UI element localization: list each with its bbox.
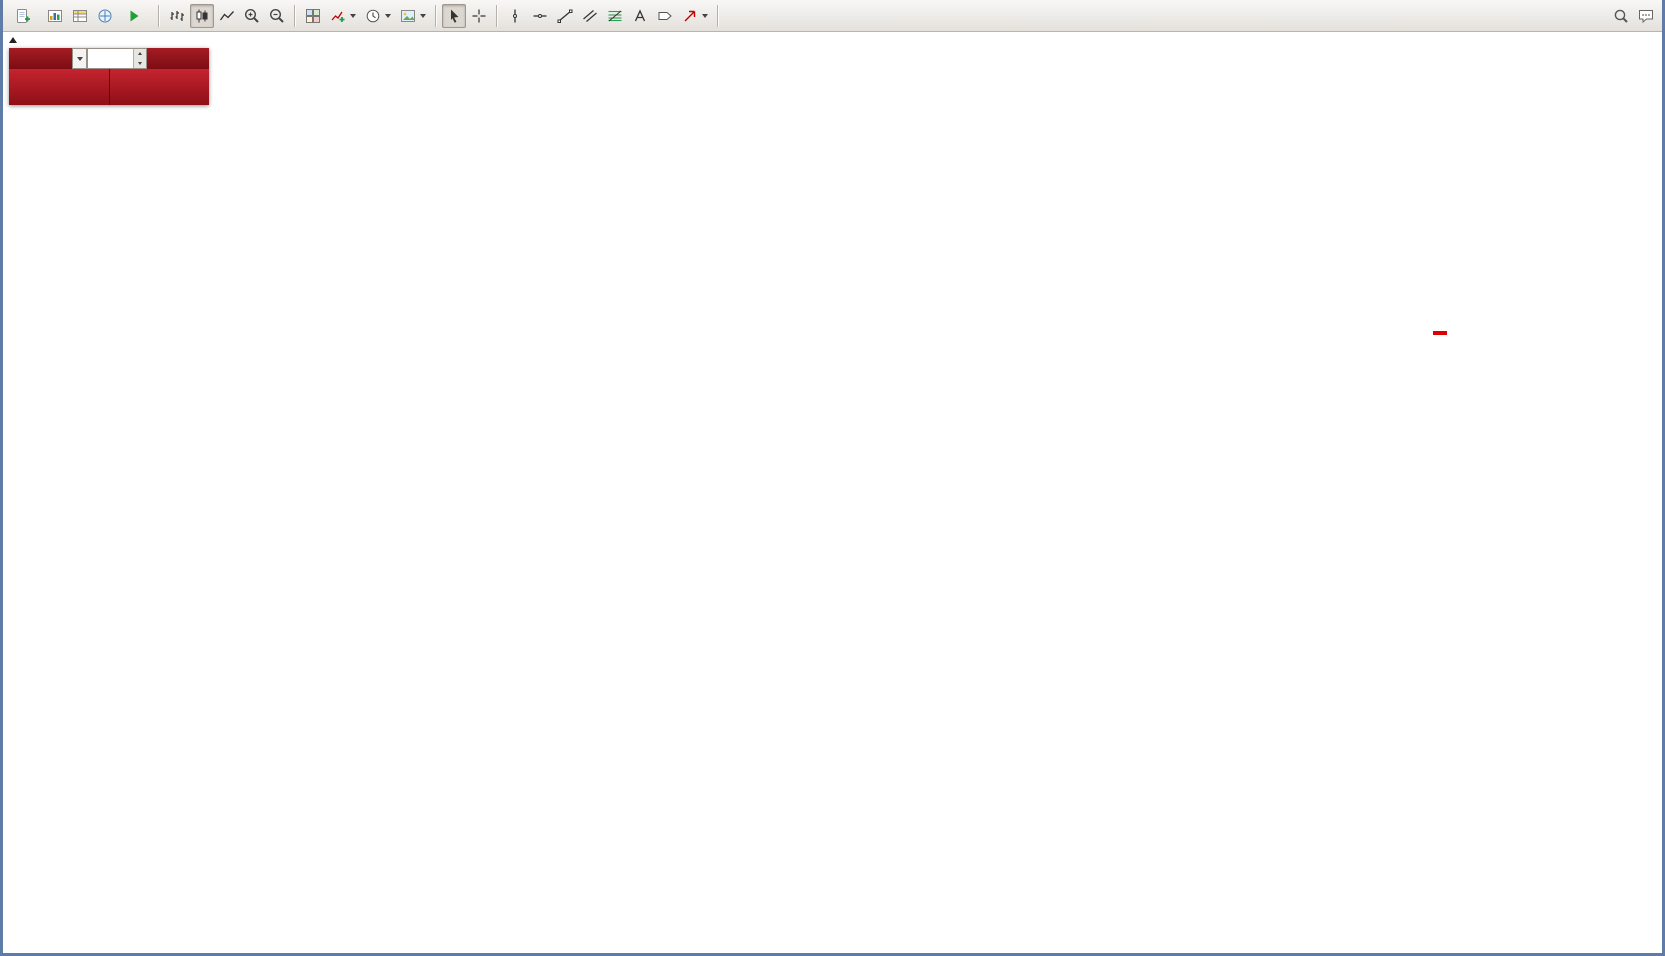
horizontal-line-tool-button[interactable]: [528, 4, 552, 28]
volume-preset-dropdown[interactable]: [71, 48, 87, 69]
timeframe-m5-button[interactable]: [751, 5, 777, 27]
cursor-tool-button[interactable]: [442, 3, 466, 28]
crosshair-tool-button[interactable]: [467, 4, 491, 28]
templates-image-icon: [401, 9, 415, 22]
chevron-down-icon: [420, 13, 426, 18]
navigator-icon: [98, 9, 112, 22]
toolbar: [3, 0, 1662, 32]
trade-panel-controls: [9, 48, 209, 69]
bar-chart-button[interactable]: [165, 4, 189, 28]
volume-box: [86, 48, 147, 69]
zoom-out-icon: [269, 8, 284, 23]
one-click-trading-panel: [9, 48, 209, 105]
channel-tool-button[interactable]: [578, 4, 602, 28]
buy-button[interactable]: [146, 48, 209, 69]
toolbar-separator: [294, 4, 296, 27]
arrows-tool-button[interactable]: [678, 4, 712, 28]
toolbar-separator: [496, 4, 498, 27]
timeframe-d1-button[interactable]: [886, 5, 912, 27]
search-icon: [1614, 9, 1628, 23]
timeframe-m1-button[interactable]: [724, 5, 750, 27]
volume-input[interactable]: [87, 49, 133, 68]
chevron-down-icon: [76, 56, 83, 61]
feedback-button[interactable]: [1634, 4, 1658, 28]
line-chart-icon: [219, 10, 234, 20]
search-button[interactable]: [1609, 4, 1633, 28]
chat-icon: [1639, 9, 1653, 23]
auto-trading-button[interactable]: [118, 4, 153, 28]
new-order-button[interactable]: [7, 4, 42, 28]
templates-button[interactable]: [396, 4, 430, 28]
chevron-up-icon: [137, 52, 142, 56]
crosshair-icon: [472, 9, 486, 22]
sell-button[interactable]: [9, 48, 72, 69]
timeframe-w1-button[interactable]: [913, 5, 939, 27]
symbol-header: [9, 37, 21, 43]
timeframe-h1-button[interactable]: [832, 5, 858, 27]
horizontal-line-icon: [533, 13, 547, 18]
market-watch-icon: [48, 9, 62, 22]
chart-area: [3, 32, 1662, 953]
indicators-add-icon: [331, 11, 345, 22]
bar-chart-icon: [170, 10, 184, 21]
toolbar-separator: [435, 4, 437, 27]
new-order-icon: [17, 8, 30, 23]
level-price-callout[interactable]: [1433, 331, 1447, 335]
tile-windows-button[interactable]: [301, 4, 325, 28]
chevron-down-icon: [137, 61, 142, 65]
data-window-button[interactable]: [68, 4, 92, 28]
toolbar-separator: [717, 4, 719, 27]
cursor-icon: [451, 9, 459, 23]
timeframes-clock-icon: [366, 9, 380, 22]
vertical-line-icon: [513, 9, 517, 22]
candlestick-chart-icon: [196, 9, 208, 22]
volume-up-button[interactable]: [132, 49, 146, 59]
trade-panel-prices: [9, 69, 209, 105]
text-tool-icon: [634, 8, 646, 21]
buy-price[interactable]: [110, 69, 210, 105]
periods-button[interactable]: [361, 4, 395, 28]
sell-price[interactable]: [9, 69, 109, 105]
line-chart-button[interactable]: [215, 4, 239, 28]
zoom-out-button[interactable]: [265, 4, 289, 28]
symbol-arrow-icon[interactable]: [9, 37, 17, 43]
volume-spinner: [132, 49, 146, 68]
fibonacci-tool-button[interactable]: [603, 4, 627, 28]
macd-indicator-label: [11, 560, 20, 572]
rsi-indicator-label: [11, 722, 16, 734]
text-tool-button[interactable]: [628, 4, 652, 28]
channel-icon: [583, 9, 597, 22]
label-tool-button[interactable]: [653, 4, 677, 28]
timeframe-m15-button[interactable]: [778, 5, 804, 27]
zoom-in-button[interactable]: [240, 4, 264, 28]
tile-windows-icon: [306, 8, 320, 23]
trendline-tool-button[interactable]: [553, 4, 577, 28]
label-tool-icon: [658, 11, 672, 20]
navigator-button[interactable]: [93, 4, 117, 28]
trendline-icon: [557, 9, 573, 23]
price-divider: [108, 69, 110, 105]
autotrading-play-icon: [130, 10, 139, 21]
toolbar-separator: [158, 4, 160, 27]
candlestick-chart-button[interactable]: [190, 3, 214, 28]
timeframe-m30-button[interactable]: [805, 5, 831, 27]
arrow-tool-icon: [684, 10, 696, 21]
vertical-line-tool-button[interactable]: [503, 4, 527, 28]
indicators-button[interactable]: [326, 4, 360, 28]
market-watch-button[interactable]: [43, 4, 67, 28]
chart-canvas[interactable]: [3, 32, 1662, 953]
chevron-down-icon: [350, 13, 356, 18]
fibonacci-icon: [608, 10, 622, 21]
chevron-down-icon: [702, 13, 708, 18]
chevron-down-icon: [385, 13, 391, 18]
data-window-icon: [73, 9, 87, 22]
timeframe-h4-button[interactable]: [859, 5, 885, 27]
zoom-in-icon: [244, 8, 259, 23]
volume-down-button[interactable]: [132, 58, 146, 68]
timeframe-mn-button[interactable]: [940, 5, 966, 27]
